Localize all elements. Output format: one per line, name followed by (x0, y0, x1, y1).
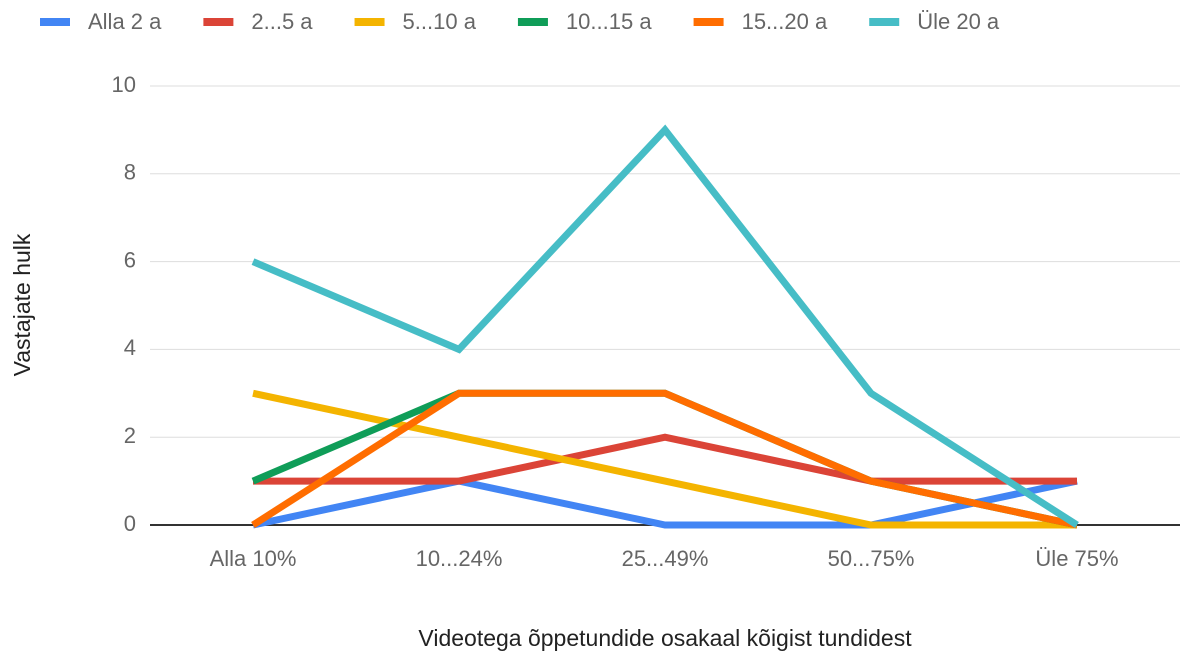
x-tick-label: 25...49% (622, 546, 709, 571)
legend-label: 15...20 a (742, 9, 828, 34)
legend-label: 2...5 a (251, 9, 313, 34)
series-line (253, 433, 1077, 485)
x-tick-label: 50...75% (828, 546, 915, 571)
y-tick-label: 6 (124, 247, 136, 272)
legend-swatch (354, 18, 385, 26)
legend-swatch (203, 18, 234, 26)
y-tick-label: 4 (124, 335, 136, 360)
y-tick-label: 0 (124, 511, 136, 536)
legend-label: Alla 2 a (88, 9, 162, 34)
x-tick-label: Üle 75% (1035, 546, 1118, 571)
legend-label: 5...10 a (403, 9, 477, 34)
y-tick-label: 8 (124, 160, 136, 185)
legend-label: 10...15 a (566, 9, 652, 34)
y-tick-label: 2 (124, 423, 136, 448)
legend-swatch (869, 18, 900, 26)
y-axis-title: Vastajate hulk (9, 233, 35, 376)
series-line (251, 124, 1079, 528)
x-tick-label: Alla 10% (210, 546, 297, 571)
series-line (251, 389, 1078, 529)
x-axis-title: Videotega õppetundide osakaal kõigist tu… (418, 625, 912, 651)
series-line (252, 477, 1078, 529)
legend-swatch (693, 18, 724, 26)
legend-swatch (517, 18, 548, 26)
legend-label: Üle 20 a (917, 9, 1000, 34)
x-tick-label: 10...24% (416, 546, 503, 571)
y-tick-label: 10 (112, 72, 136, 97)
legend-swatch (40, 18, 70, 26)
